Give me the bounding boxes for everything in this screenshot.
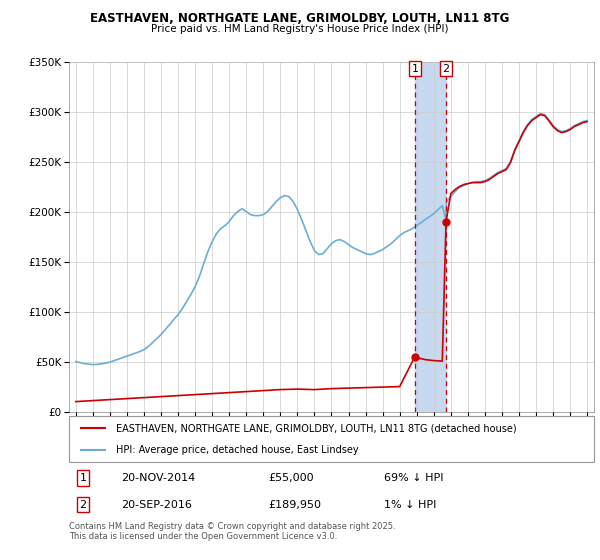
Text: 20-SEP-2016: 20-SEP-2016 bbox=[121, 500, 193, 510]
Text: £189,950: £189,950 bbox=[269, 500, 322, 510]
Text: £55,000: £55,000 bbox=[269, 473, 314, 483]
Text: HPI: Average price, detached house, East Lindsey: HPI: Average price, detached house, East… bbox=[116, 445, 359, 455]
Text: 1% ↓ HPI: 1% ↓ HPI bbox=[384, 500, 436, 510]
Text: 2: 2 bbox=[442, 64, 449, 73]
Text: 2: 2 bbox=[79, 500, 86, 510]
Text: Contains HM Land Registry data © Crown copyright and database right 2025.
This d: Contains HM Land Registry data © Crown c… bbox=[69, 522, 395, 542]
Text: 1: 1 bbox=[412, 64, 418, 73]
Text: Price paid vs. HM Land Registry's House Price Index (HPI): Price paid vs. HM Land Registry's House … bbox=[151, 24, 449, 34]
FancyBboxPatch shape bbox=[69, 416, 594, 462]
Text: 1: 1 bbox=[79, 473, 86, 483]
Text: 20-NOV-2014: 20-NOV-2014 bbox=[121, 473, 196, 483]
Text: 69% ↓ HPI: 69% ↓ HPI bbox=[384, 473, 443, 483]
Text: EASTHAVEN, NORTHGATE LANE, GRIMOLDBY, LOUTH, LN11 8TG: EASTHAVEN, NORTHGATE LANE, GRIMOLDBY, LO… bbox=[91, 12, 509, 25]
Bar bbox=[415, 62, 446, 412]
Text: EASTHAVEN, NORTHGATE LANE, GRIMOLDBY, LOUTH, LN11 8TG (detached house): EASTHAVEN, NORTHGATE LANE, GRIMOLDBY, LO… bbox=[116, 423, 517, 433]
